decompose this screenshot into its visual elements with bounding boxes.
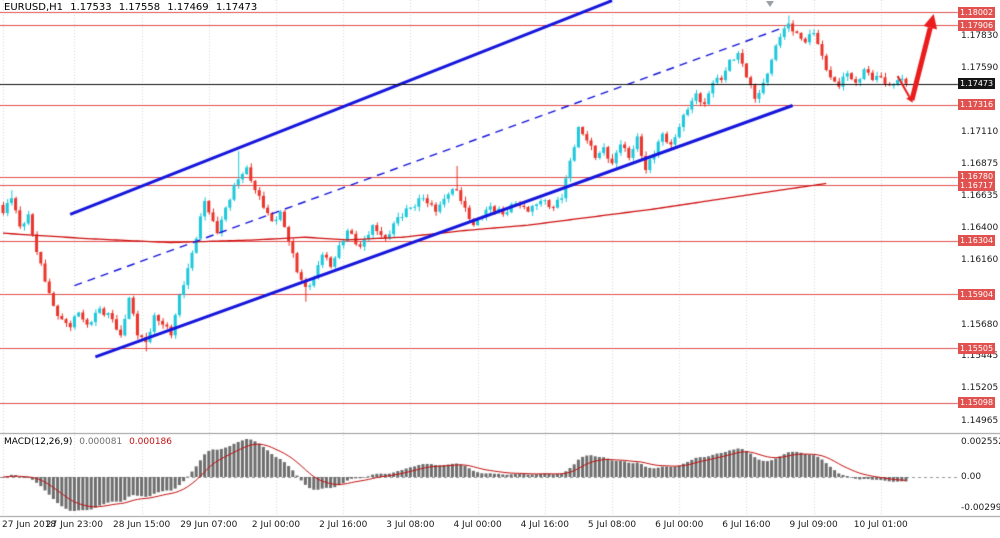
time-label: 2 Jul 16:00 <box>319 520 368 530</box>
price-level-tag: 1.15098 <box>958 397 996 409</box>
macd-name: MACD(12,26,9) <box>4 437 73 447</box>
price-tick: 1.14965 <box>961 415 999 426</box>
macd-axis-label: 0.002552 <box>961 437 1000 447</box>
price-tick: 1.16400 <box>961 222 999 233</box>
current-price-tag: 1.17473 <box>958 78 996 90</box>
macd-indicator-label: MACD(12,26,9) 0.000081 0.000186 <box>4 437 176 447</box>
time-label: 4 Jul 16:00 <box>520 520 569 530</box>
price-level-tag: 1.16304 <box>958 235 996 247</box>
macd-signal-value: 0.000186 <box>129 437 173 447</box>
quote-close: 1.17473 <box>215 2 258 13</box>
price-axis[interactable]: 1.17830 1.17590 1.17110 1.16875 1.16635 1.164… <box>958 0 1000 434</box>
time-label: 27 Jun 23:00 <box>45 520 103 530</box>
time-label: 9 Jul 09:00 <box>789 520 838 530</box>
time-label: 4 Jul 00:00 <box>453 520 502 530</box>
time-axis[interactable]: 27 Jun 2018 27 Jun 23:00 28 Jun 15:00 29 Ju… <box>0 519 958 538</box>
quote-high: 1.17558 <box>118 2 161 13</box>
symbol-ohlc-label: EURUSD,H1 1.17533 1.17558 1.17469 1.1747… <box>4 2 261 13</box>
symbol-name: EURUSD,H1 <box>4 2 64 13</box>
price-level-tag: 1.15904 <box>958 288 996 300</box>
price-level-tag: 1.17316 <box>958 99 996 111</box>
price-level-tag: 1.16717 <box>958 179 996 191</box>
time-label: 27 Jun 2018 <box>2 520 57 530</box>
time-label: 2 Jul 00:00 <box>251 520 301 530</box>
price-tick: 1.17590 <box>961 62 999 73</box>
price-tick: 1.17110 <box>961 127 999 138</box>
time-label: 6 Jul 16:00 <box>722 520 771 530</box>
time-label: 29 Jun 07:00 <box>180 520 238 530</box>
quote-low: 1.17469 <box>167 2 209 13</box>
price-level-tag: 1.17906 <box>958 19 996 31</box>
macd-axis-label: 0.00 <box>961 472 982 482</box>
price-tick: 1.16635 <box>961 191 999 202</box>
time-label: 3 Jul 08:00 <box>386 520 435 530</box>
quote-open: 1.17533 <box>70 2 112 13</box>
time-label: 28 Jun 15:00 <box>113 520 171 530</box>
price-tick: 1.15445 <box>961 351 999 362</box>
macd-main-value: 0.000081 <box>79 437 123 447</box>
chart-shift-marker-icon[interactable] <box>766 1 774 7</box>
macd-axis-label: -0.002995 <box>961 503 1000 513</box>
price-level-tag: 1.18002 <box>958 7 996 18</box>
price-tick: 1.16875 <box>961 158 999 169</box>
price-tick: 1.15205 <box>961 383 999 394</box>
macd-axis[interactable]: 0.002552 0.00 -0.002995 <box>958 434 1000 516</box>
price-level-tag: 1.15505 <box>958 342 996 354</box>
price-tick: 1.17830 <box>961 30 999 41</box>
time-label: 5 Jul 08:00 <box>587 520 637 530</box>
price-tick: 1.16160 <box>961 255 999 266</box>
price-level-tag: 1.16780 <box>958 171 996 183</box>
time-label: 6 Jul 00:00 <box>655 520 704 530</box>
price-tick: 1.15680 <box>961 319 999 330</box>
time-label: 10 Jul 01:00 <box>853 520 908 530</box>
